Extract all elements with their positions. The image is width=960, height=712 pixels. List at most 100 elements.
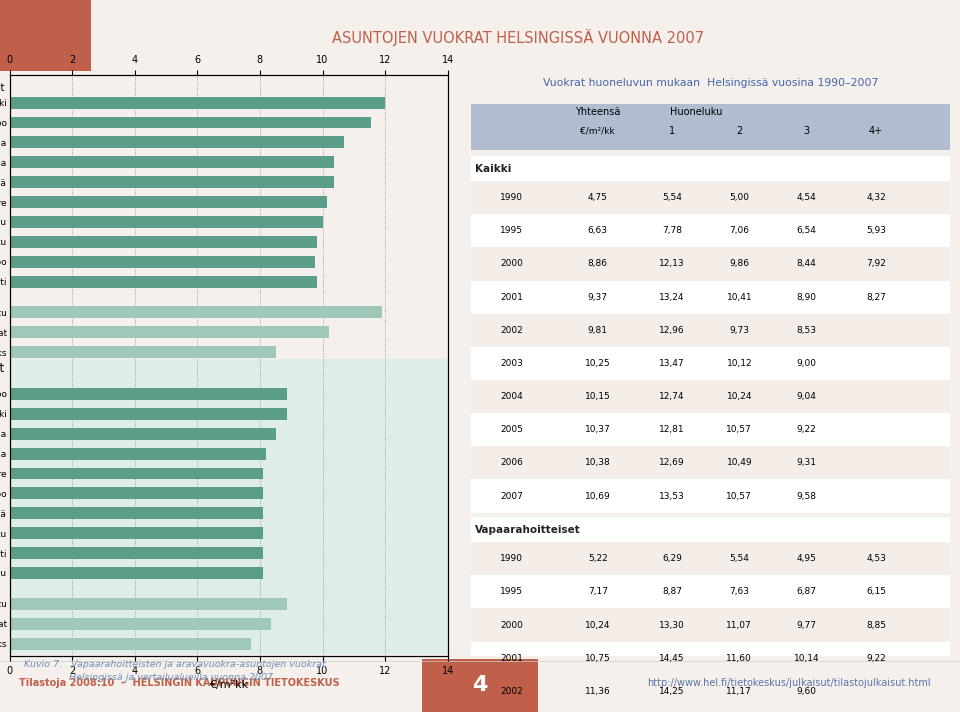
- Text: 9,60: 9,60: [797, 687, 816, 696]
- Text: 10,24: 10,24: [585, 621, 611, 629]
- Bar: [470, 675, 950, 708]
- Text: 9,81: 9,81: [588, 326, 608, 335]
- Bar: [10, 346, 276, 358]
- Text: 10,38: 10,38: [585, 459, 611, 467]
- Text: 7,17: 7,17: [588, 587, 608, 597]
- Bar: [10, 388, 287, 400]
- Bar: [470, 347, 950, 380]
- Text: 5,54: 5,54: [662, 193, 682, 202]
- Text: 8,27: 8,27: [866, 293, 886, 302]
- Text: 9,04: 9,04: [797, 392, 816, 401]
- Bar: [10, 637, 252, 649]
- Text: 4+: 4+: [869, 126, 883, 136]
- Text: 10,57: 10,57: [727, 425, 753, 434]
- Bar: [10, 567, 263, 579]
- Text: 10,57: 10,57: [727, 491, 753, 501]
- Text: 10,69: 10,69: [585, 491, 611, 501]
- Text: 2: 2: [736, 126, 742, 136]
- Text: 10,41: 10,41: [727, 293, 752, 302]
- Bar: [470, 542, 950, 575]
- Text: http://www.hel.fi/tietokeskus/julkaisut/tilastojulkaisut.html: http://www.hel.fi/tietokeskus/julkaisut/…: [648, 678, 931, 688]
- Text: 4,54: 4,54: [797, 193, 816, 202]
- Text: 10,25: 10,25: [585, 359, 611, 368]
- Text: 10,37: 10,37: [585, 425, 611, 434]
- Text: Vuokrat huoneluvun mukaan  Helsingissä vuosina 1990–2007: Vuokrat huoneluvun mukaan Helsingissä vu…: [542, 78, 878, 88]
- Text: 10,75: 10,75: [585, 654, 611, 663]
- Bar: [10, 216, 324, 228]
- Bar: [10, 276, 317, 288]
- Bar: [470, 413, 950, 446]
- Text: 1995: 1995: [500, 587, 523, 597]
- Text: 10,14: 10,14: [794, 654, 819, 663]
- Bar: [10, 448, 267, 459]
- Text: 13,30: 13,30: [660, 621, 685, 629]
- Bar: [10, 326, 328, 338]
- Bar: [470, 518, 950, 542]
- Text: 13,24: 13,24: [660, 293, 684, 302]
- Text: 8,53: 8,53: [797, 326, 816, 335]
- Bar: [10, 117, 371, 128]
- Text: Tilastoja 2008:10  –  HELSINGIN KAUPUNGIN TIETOKESKUS: Tilastoja 2008:10 – HELSINGIN KAUPUNGIN …: [19, 678, 340, 688]
- Text: 10,24: 10,24: [727, 392, 752, 401]
- Text: 10,49: 10,49: [727, 459, 752, 467]
- Bar: [10, 468, 263, 479]
- Text: €/m²/kk: €/m²/kk: [581, 127, 615, 136]
- Text: 5,22: 5,22: [588, 554, 608, 563]
- Text: 1995: 1995: [500, 226, 523, 235]
- Bar: [10, 598, 287, 609]
- Bar: [10, 157, 334, 168]
- Text: 4,95: 4,95: [797, 554, 816, 563]
- Bar: [10, 359, 447, 654]
- Bar: [10, 306, 382, 318]
- Text: 6,63: 6,63: [588, 226, 608, 235]
- Bar: [10, 618, 271, 629]
- Bar: [0, 0, 91, 71]
- Text: 13,47: 13,47: [660, 359, 684, 368]
- Text: 7,92: 7,92: [866, 259, 886, 268]
- Text: 4,32: 4,32: [866, 193, 886, 202]
- Text: 9,31: 9,31: [797, 459, 816, 467]
- Text: 11,07: 11,07: [727, 621, 753, 629]
- Text: 2001: 2001: [500, 293, 523, 302]
- Bar: [470, 708, 950, 712]
- Text: 9,86: 9,86: [730, 259, 750, 268]
- Bar: [470, 642, 950, 675]
- Text: 8,87: 8,87: [662, 587, 683, 597]
- Text: 2007: 2007: [500, 491, 523, 501]
- Bar: [470, 247, 950, 281]
- Bar: [470, 479, 950, 513]
- Bar: [10, 256, 315, 268]
- Text: Huoneluku: Huoneluku: [670, 107, 722, 117]
- Text: 1990: 1990: [500, 554, 523, 563]
- Text: Helsingissä ja vertailualueilla vuonna 2007: Helsingissä ja vertailualueilla vuonna 2…: [24, 673, 273, 682]
- Text: 8,90: 8,90: [797, 293, 816, 302]
- Text: 10,12: 10,12: [727, 359, 752, 368]
- Bar: [470, 314, 950, 347]
- Text: 2000: 2000: [500, 259, 523, 268]
- Text: 12,13: 12,13: [660, 259, 684, 268]
- Text: 14,45: 14,45: [660, 654, 684, 663]
- Bar: [470, 181, 950, 214]
- Text: 1990: 1990: [500, 193, 523, 202]
- Text: 3: 3: [804, 126, 809, 136]
- Bar: [10, 527, 263, 539]
- Text: 2006: 2006: [500, 459, 523, 467]
- Text: 7,63: 7,63: [730, 587, 750, 597]
- Text: 6,87: 6,87: [797, 587, 816, 597]
- Text: 9,00: 9,00: [797, 359, 816, 368]
- Text: ASUNTOJEN VUOKRAT HELSINGISSÄ VUONNA 2007: ASUNTOJEN VUOKRAT HELSINGISSÄ VUONNA 200…: [332, 28, 705, 46]
- X-axis label: €/m²kk: €/m²kk: [209, 681, 249, 691]
- Bar: [10, 428, 276, 440]
- Bar: [10, 97, 385, 108]
- Text: 9,73: 9,73: [730, 326, 750, 335]
- Text: 5,93: 5,93: [866, 226, 886, 235]
- Bar: [470, 281, 950, 314]
- Text: 4,75: 4,75: [588, 193, 608, 202]
- Bar: [10, 508, 263, 519]
- Text: 11,36: 11,36: [585, 687, 611, 696]
- Text: 9,37: 9,37: [588, 293, 608, 302]
- Text: 6,54: 6,54: [797, 226, 816, 235]
- Bar: [470, 104, 950, 150]
- Text: 2002: 2002: [500, 687, 523, 696]
- Text: 12,69: 12,69: [660, 459, 684, 467]
